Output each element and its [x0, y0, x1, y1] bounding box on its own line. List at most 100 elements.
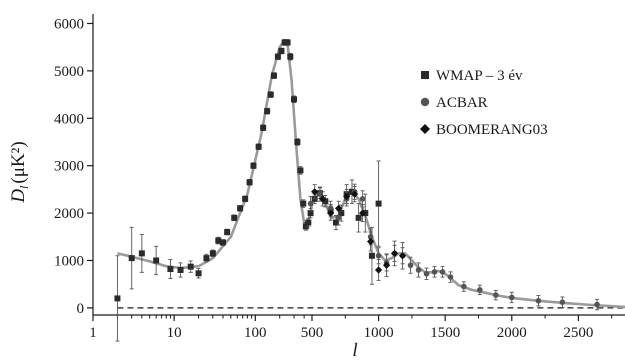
legend-marker-acbar — [420, 97, 430, 107]
acbar-point — [423, 270, 430, 277]
wmap-point — [138, 250, 145, 257]
boomerang-point — [390, 249, 399, 257]
boomerang-point — [351, 190, 359, 198]
wmap-point — [338, 210, 345, 217]
wmap-point — [287, 53, 294, 60]
acbar-point — [493, 292, 499, 298]
y-tick-label: 0 — [77, 301, 85, 317]
acbar-point — [508, 294, 515, 301]
legend-label-wmap: WMAP – 3 év — [436, 68, 523, 84]
wmap-point — [167, 266, 174, 273]
boomerang-point — [311, 188, 319, 196]
acbar-point — [431, 269, 438, 275]
wmap-point — [224, 229, 231, 236]
x-tick-label: 10 — [167, 325, 182, 341]
wmap-point — [209, 250, 216, 257]
wmap-point — [114, 295, 121, 302]
wmap-point — [237, 205, 244, 212]
acbar-point — [461, 283, 467, 290]
wmap-point — [302, 223, 309, 230]
wmap-point — [195, 270, 202, 277]
boomerang-point — [374, 266, 383, 274]
y-tick-label: 6000 — [54, 16, 84, 32]
x-tick-label: 2500 — [563, 325, 593, 341]
wmap-point — [270, 72, 277, 79]
wmap-point — [264, 108, 271, 115]
wmap-point — [290, 96, 297, 103]
wmap-point — [300, 200, 307, 207]
acbar-point — [317, 191, 323, 197]
acbar-point — [335, 215, 342, 221]
wmap-point — [203, 255, 210, 262]
x-tick-label: 1500 — [430, 325, 460, 341]
acbar-point — [375, 252, 382, 259]
wmap-point — [215, 237, 222, 244]
acbar-point — [359, 196, 366, 202]
x-axis-title: l — [352, 340, 357, 361]
wmap-point — [305, 219, 312, 226]
y-tick-label: 1000 — [54, 253, 84, 269]
wmap-point — [278, 47, 285, 54]
y-tick-label: 4000 — [54, 111, 84, 127]
boomerang-point — [319, 195, 327, 203]
acbar-point — [594, 301, 600, 308]
wmap-point — [368, 252, 375, 259]
boomerang-point — [398, 252, 407, 260]
svg-text:Dl(μK²): Dl (μK²) — [8, 141, 31, 203]
boomerang-point — [335, 204, 343, 212]
wmap-point — [231, 214, 238, 221]
wmap-point — [187, 263, 194, 270]
acbar-point — [477, 287, 483, 293]
y-axis-title-subscript: l — [17, 185, 31, 189]
x-tick-label: 1 — [89, 325, 97, 341]
wmap-point — [297, 167, 304, 174]
boomerang-point — [382, 261, 391, 269]
wmap-point — [177, 266, 184, 273]
legend-label-boomerang: BOOMERANG03 — [436, 122, 548, 138]
wmap-point — [294, 138, 301, 145]
wmap-point — [274, 53, 281, 60]
wmap-point — [242, 195, 249, 202]
y-tick-label: 2000 — [54, 206, 84, 222]
y-axis-title: Dl (μK²) — [8, 141, 31, 203]
wmap-point — [307, 210, 314, 217]
x-tick-label: 500 — [301, 325, 324, 341]
wmap-point — [322, 198, 329, 205]
y-axis-title-main: D — [8, 189, 29, 204]
wmap-point — [250, 162, 257, 169]
x-tick-label: 100 — [244, 325, 267, 341]
wmap-point — [153, 257, 160, 264]
wmap-point — [219, 239, 226, 246]
boomerang-point — [343, 192, 351, 201]
boomerang-point — [327, 209, 335, 217]
acbar-point — [415, 267, 422, 273]
legend-marker-wmap — [421, 71, 429, 79]
wmap-point — [128, 255, 135, 262]
wmap-point — [332, 219, 339, 226]
wmap-point — [267, 91, 274, 98]
wmap-point — [284, 39, 291, 46]
acbar-point — [559, 299, 566, 306]
acbar-point — [535, 297, 542, 304]
legend-label-acbar: ACBAR — [436, 95, 488, 111]
acbar-point — [307, 200, 314, 207]
x-tick-label: 1000 — [364, 325, 394, 341]
y-tick-label: 5000 — [54, 64, 84, 80]
boomerang-point — [367, 237, 375, 246]
wmap-point — [260, 124, 267, 131]
acbar-point — [439, 269, 446, 275]
legend-marker-boomerang — [420, 124, 430, 134]
wmap-point — [255, 143, 262, 150]
y-tick-label: 3000 — [54, 159, 84, 175]
plot-area: 0 1000 2000 3000 4000 5000 6000 1 10 100 500 1000 15… — [54, 14, 625, 342]
boomerang-point — [359, 209, 367, 217]
acbar-point — [407, 262, 414, 269]
x-tick-label: 2000 — [497, 325, 527, 341]
legend: WMAP – 3 év ACBAR BOOMERANG03 — [420, 68, 548, 138]
wmap-point — [355, 214, 362, 221]
y-axis-title-unit: (μK²) — [8, 141, 29, 183]
acbar-point — [447, 274, 454, 280]
wmap-point — [375, 200, 382, 207]
wmap-point — [246, 179, 253, 186]
